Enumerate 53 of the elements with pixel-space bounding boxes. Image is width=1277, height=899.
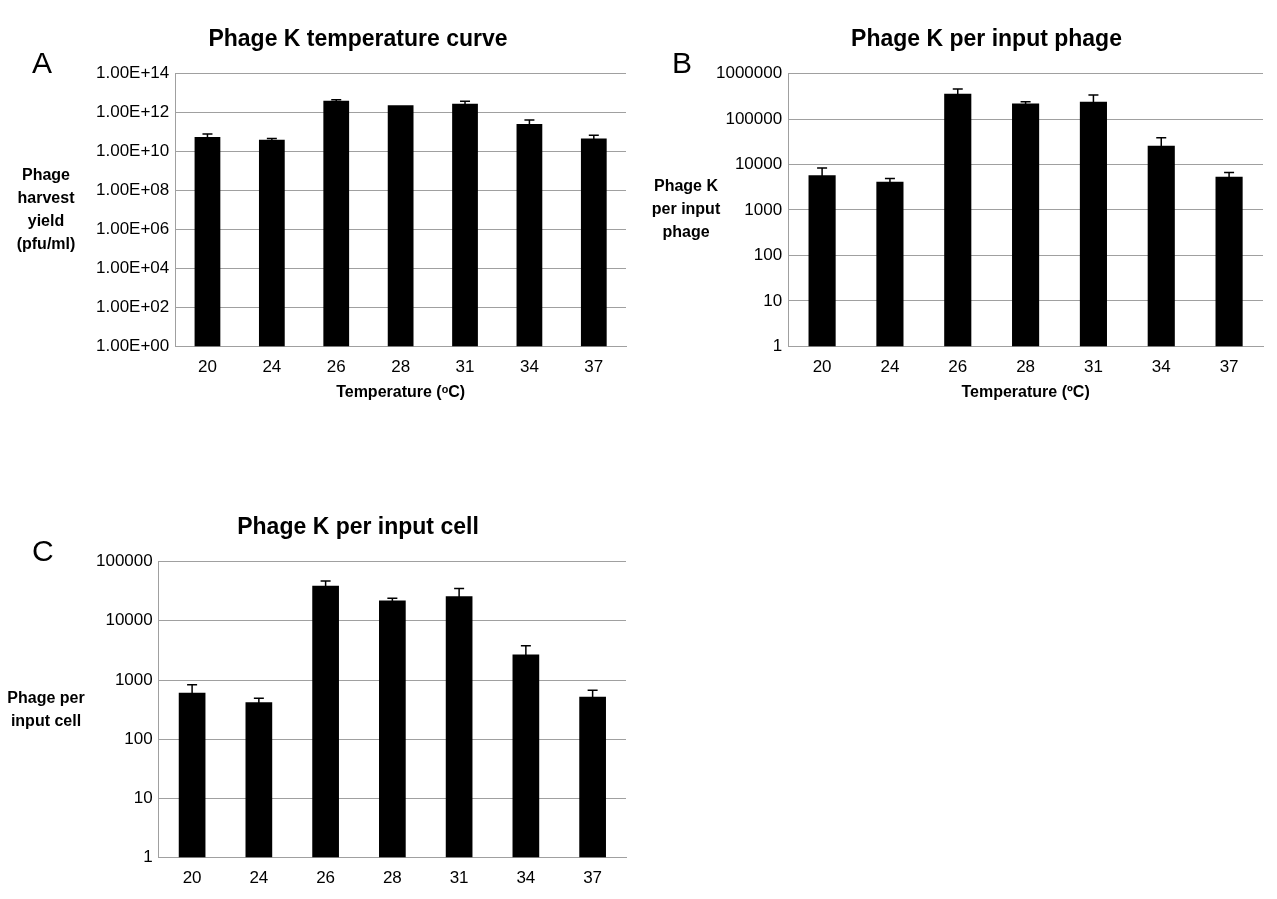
chart-title: Phage K per input cell [237, 513, 479, 540]
y-tick-label: 1.00E+04 [96, 258, 170, 278]
text: A [32, 46, 53, 80]
y-tick-label: 1000 [114, 669, 153, 689]
x-tick-label: 37 [584, 357, 604, 377]
y-tick-label: 10 [133, 788, 153, 808]
y-axis-title: Phage per input cell [7, 688, 85, 729]
x-tick-label: 20 [812, 357, 832, 377]
y-tick-label: 100 [124, 728, 153, 748]
x-tick-label: 34 [519, 357, 539, 377]
y-tick-label: 1 [772, 336, 783, 356]
y-tick-label: 1 [143, 847, 153, 867]
text: B [672, 46, 693, 80]
x-tick-label: 26 [316, 868, 336, 888]
x-tick-label: 24 [880, 357, 900, 377]
x-tick-label: 37 [1219, 357, 1239, 377]
x-tick-label: 26 [948, 357, 968, 377]
y-tick-label: 1000 [744, 199, 783, 219]
x-tick-label: 37 [583, 868, 603, 888]
x-tick-label: 28 [391, 357, 411, 377]
y-tick-label: 10 [763, 290, 783, 310]
y-tick-label: 100000 [725, 108, 783, 128]
x-tick-label: 20 [182, 868, 202, 888]
y-tick-label: 1.00E+00 [96, 336, 170, 356]
y-tick-label: 1.00E+06 [96, 219, 170, 239]
x-tick-label: 31 [1083, 357, 1103, 377]
x-axis-title: Temperature (ᵒC) [336, 382, 466, 400]
y-axis-title: Phage K per input phage [651, 177, 721, 241]
x-tick-label: 34 [1151, 357, 1171, 377]
y-tick-label: 1.00E+14 [96, 63, 170, 83]
y-tick-label: 1.00E+02 [96, 297, 170, 317]
x-tick-label: 28 [1016, 357, 1036, 377]
x-tick-label: 31 [449, 868, 469, 888]
x-tick-label: 26 [326, 357, 346, 377]
y-tick-label: 10000 [105, 610, 153, 630]
chart-title: Phage K per input phage [851, 25, 1122, 52]
x-tick-label: 20 [198, 357, 217, 377]
y-tick-label: 1.00E+12 [96, 102, 170, 122]
x-tick-label: 24 [249, 868, 269, 888]
y-axis-title: Phage harvest yield (pfu/ml) [16, 165, 76, 252]
chart-title: Phage K temperature curve [208, 25, 508, 52]
text: C [32, 534, 54, 568]
x-axis-title: Temperature (ºC) [961, 382, 1090, 400]
y-tick-label: 1000000 [715, 63, 783, 83]
y-tick-label: 100 [753, 245, 783, 265]
x-tick-label: 34 [516, 868, 536, 888]
y-tick-label: 1.00E+08 [96, 180, 170, 200]
x-tick-label: 24 [262, 357, 282, 377]
x-tick-label: 31 [455, 357, 475, 377]
y-tick-label: 10000 [734, 154, 783, 174]
x-tick-label: 28 [382, 868, 402, 888]
y-tick-label: 100000 [95, 551, 153, 571]
y-tick-label: 1.00E+10 [96, 141, 170, 161]
